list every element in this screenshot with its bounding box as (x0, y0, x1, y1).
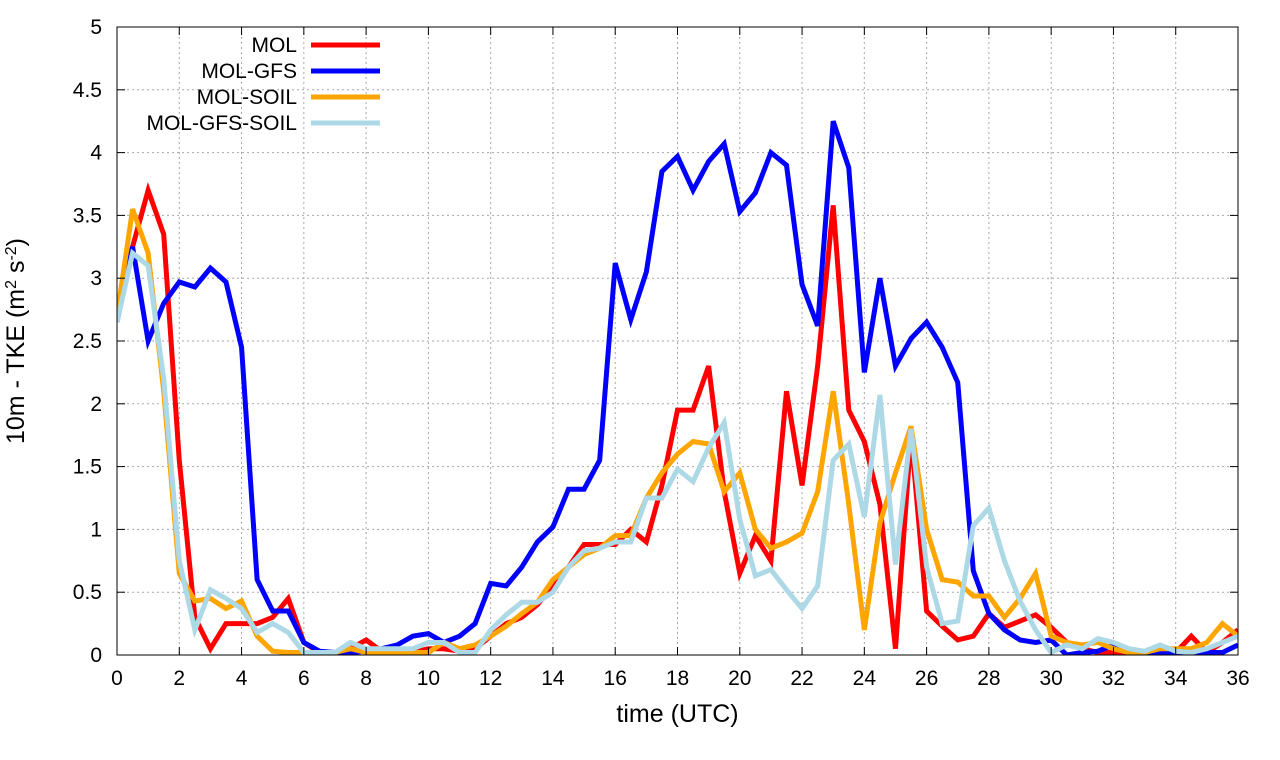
y-tick-label: 3 (90, 267, 102, 290)
y-tick-label: 3.5 (73, 204, 102, 227)
x-tick-label: 20 (728, 667, 751, 690)
x-tick-label: 32 (1102, 667, 1125, 690)
x-tick-label: 2 (173, 667, 185, 690)
x-tick-label: 24 (853, 667, 877, 690)
y-tick-label: 2 (90, 393, 102, 416)
grid (117, 27, 1238, 655)
y-axis-title-base: 10m - TKE (m (2, 289, 30, 444)
y-tick-label: 1.5 (73, 456, 102, 479)
x-tick-labels: 0 2 4 6 8 10 12 14 16 18 20 22 24 26 28 30 32 34 36 (111, 667, 1250, 690)
x-tick-label: 14 (541, 667, 565, 690)
legend-label-mol-gfs-soil: MOL-GFS-SOIL (146, 112, 297, 135)
y-tick-label: 5 (90, 16, 102, 39)
legend-label-mol-soil: MOL-SOIL (197, 86, 297, 109)
x-tick-label: 28 (977, 667, 1000, 690)
x-tick-label: 34 (1164, 667, 1188, 690)
y-tick-label: 1 (90, 518, 102, 541)
x-tick-label: 10 (417, 667, 440, 690)
x-axis-title: time (UTC) (616, 700, 738, 728)
legend-label-mol-gfs: MOL-GFS (201, 60, 297, 83)
series-line-mol-gfs (117, 120, 1238, 655)
x-tick-label: 22 (790, 667, 813, 690)
x-tick-label: 26 (915, 667, 938, 690)
x-tick-label: 12 (479, 667, 502, 690)
x-tick-label: 4 (236, 667, 248, 690)
x-tick-label: 18 (666, 667, 689, 690)
y-tick-label: 0.5 (73, 581, 102, 604)
x-tick-label: 30 (1039, 667, 1062, 690)
y-axis-title-exp2: -2 (3, 246, 20, 260)
y-axis-title-mid: s (2, 261, 30, 280)
y-tick-label: 4.5 (73, 79, 102, 102)
y-tick-label: 4 (90, 142, 102, 165)
y-tick-label: 2.5 (73, 330, 102, 353)
y-axis-title-end: ) (2, 238, 30, 246)
x-tick-label: 36 (1226, 667, 1249, 690)
x-tick-label: 16 (604, 667, 627, 690)
y-tick-labels: 0 0.5 1 1.5 2 2.5 3 3.5 4 4.5 5 (73, 16, 103, 667)
x-tick-label: 0 (111, 667, 123, 690)
legend-label-mol: MOL (251, 34, 297, 57)
y-axis-title-exp1: 2 (3, 280, 20, 289)
x-tick-label: 8 (360, 667, 372, 690)
legend: MOL MOL-GFS MOL-SOIL MOL-GFS-SOIL (146, 34, 380, 135)
axis-ticks (116, 26, 1239, 656)
y-tick-label: 0 (90, 644, 102, 667)
x-tick-label: 6 (298, 667, 310, 690)
y-axis-title: 10m - TKE (m2 s-2) (2, 238, 30, 444)
